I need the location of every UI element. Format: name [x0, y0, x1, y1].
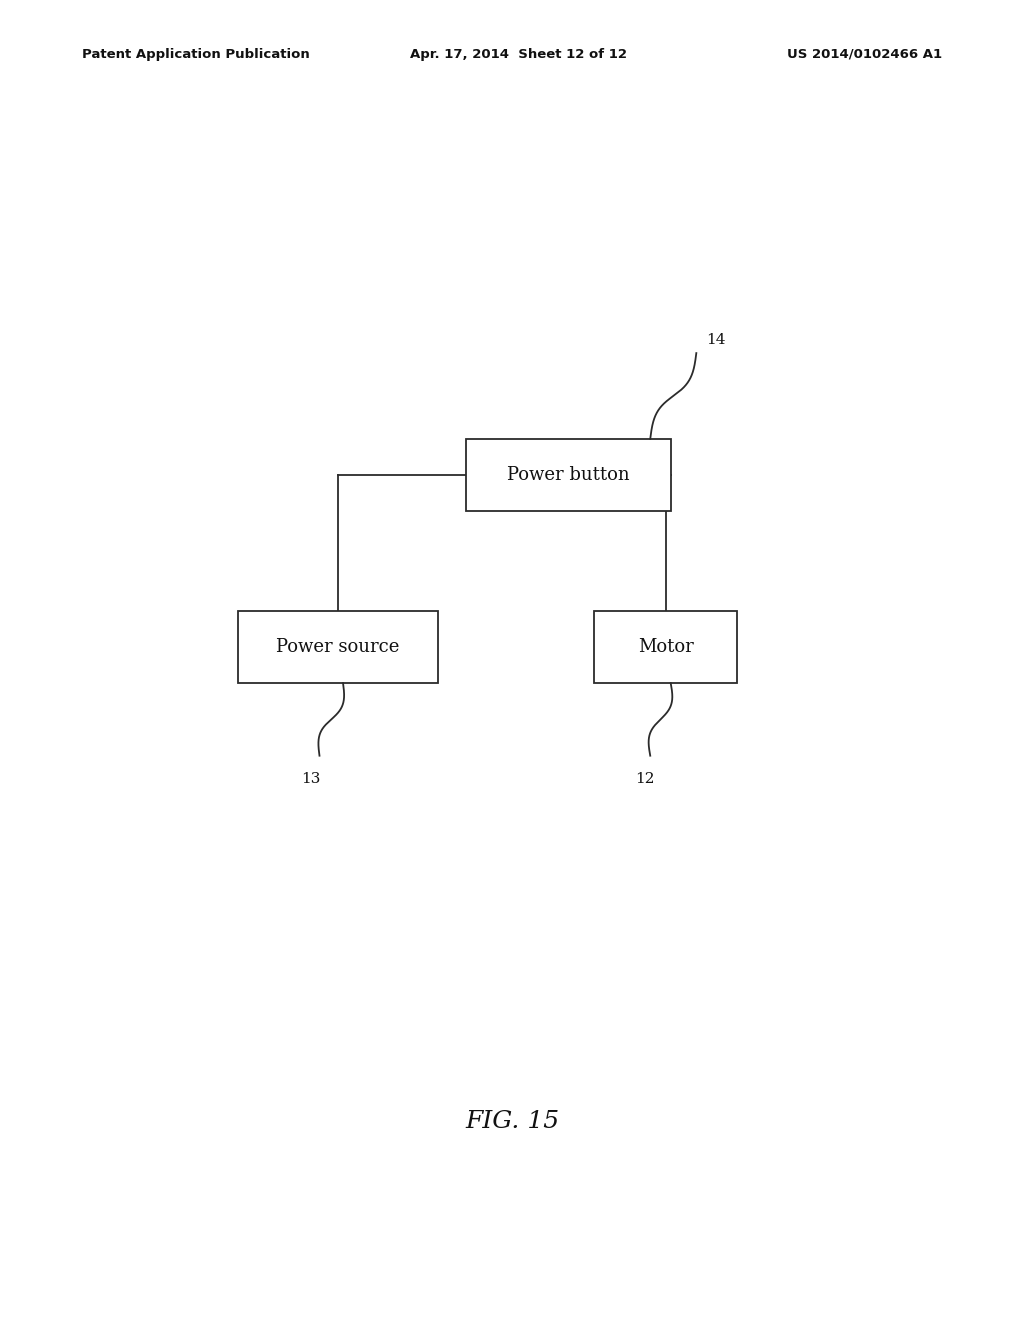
Text: Motor: Motor: [638, 638, 693, 656]
FancyBboxPatch shape: [594, 610, 737, 684]
FancyBboxPatch shape: [238, 610, 438, 684]
Text: 14: 14: [707, 333, 726, 347]
Text: 13: 13: [302, 771, 321, 785]
FancyBboxPatch shape: [466, 438, 671, 511]
Text: Patent Application Publication: Patent Application Publication: [82, 48, 309, 61]
Text: Apr. 17, 2014  Sheet 12 of 12: Apr. 17, 2014 Sheet 12 of 12: [410, 48, 627, 61]
Text: Power source: Power source: [276, 638, 399, 656]
Text: FIG. 15: FIG. 15: [465, 1110, 559, 1134]
Text: US 2014/0102466 A1: US 2014/0102466 A1: [787, 48, 942, 61]
Text: 12: 12: [635, 771, 655, 785]
Text: Power button: Power button: [507, 466, 630, 484]
